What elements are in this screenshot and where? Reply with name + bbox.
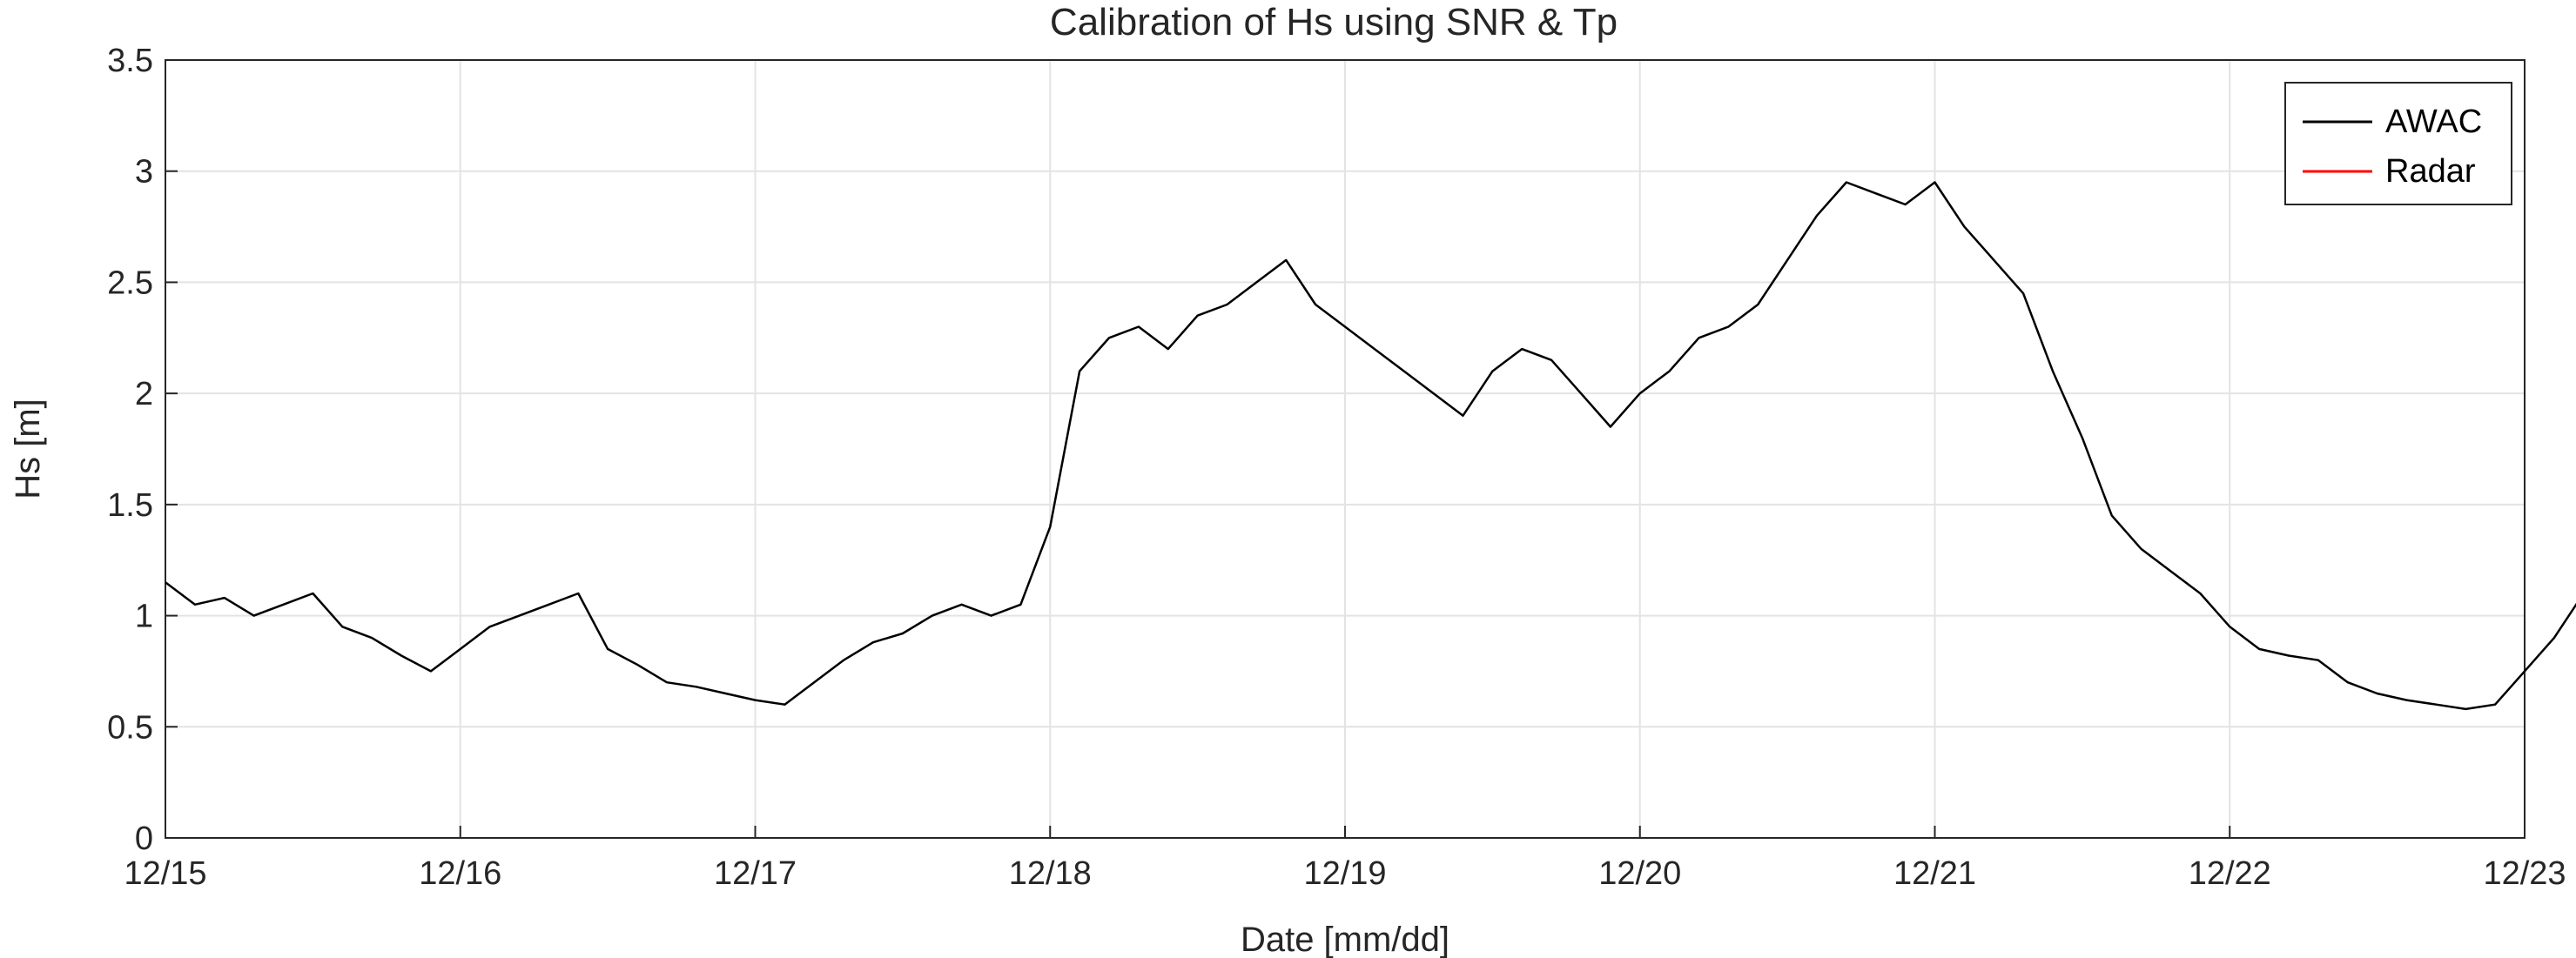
x-tick-label: 12/20 [1598, 855, 1681, 892]
grid [165, 59, 2526, 839]
y-tick-label: 2 [135, 376, 153, 412]
x-axis: 12/15 12/16 12/17 12/18 12/19 12/20 12/21 12/22… [124, 826, 2566, 892]
y-tick-label: 0.5 [107, 709, 153, 746]
legend-box [2284, 82, 2512, 205]
x-tick-label: 12/22 [2189, 855, 2271, 892]
y-axis: 0 0.5 1 1.5 2 2.5 3 3.5 [107, 43, 178, 857]
y-tick-label: 1.5 [107, 487, 153, 524]
y-tick-label: 2.5 [107, 265, 153, 301]
y-tick-label: 1 [135, 599, 153, 635]
x-tick-label: 12/15 [124, 855, 206, 892]
y-tick-label: 3.5 [107, 43, 153, 79]
series [165, 181, 2576, 711]
y-axis-label: Hs [m] [9, 399, 47, 499]
y-tick-label: 3 [135, 154, 153, 191]
series-line-awac [165, 181, 2576, 711]
legend-label-radar: Radar [2385, 153, 2476, 190]
x-tick-label: 12/19 [1303, 855, 1386, 892]
legend: AWAC Radar [2284, 82, 2512, 205]
x-tick-label: 12/16 [419, 855, 501, 892]
x-tick-label: 12/18 [1009, 855, 1092, 892]
x-axis-label: Date [mm/dd] [1241, 921, 1449, 958]
legend-label-awac: AWAC [2385, 104, 2482, 140]
x-tick-label: 12/17 [714, 855, 797, 892]
x-tick-label: 12/23 [2483, 855, 2566, 892]
chart-title: Calibration of Hs using SNR & Tp [1050, 1, 1618, 44]
x-tick-label: 12/21 [1893, 855, 1976, 892]
y-tick-label: 0 [135, 821, 153, 857]
